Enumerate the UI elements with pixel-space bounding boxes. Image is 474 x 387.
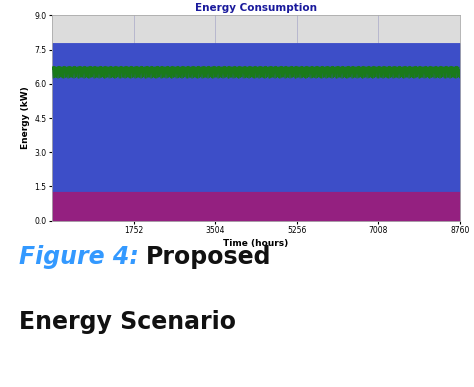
Y-axis label: Energy (kW): Energy (kW) [21, 87, 30, 149]
X-axis label: Time (hours): Time (hours) [223, 239, 289, 248]
Text: Energy Scenario: Energy Scenario [18, 310, 236, 334]
Text: Figure 4:: Figure 4: [18, 245, 138, 269]
Title: Energy Consumption: Energy Consumption [195, 3, 317, 13]
Text: Proposed: Proposed [146, 245, 272, 269]
